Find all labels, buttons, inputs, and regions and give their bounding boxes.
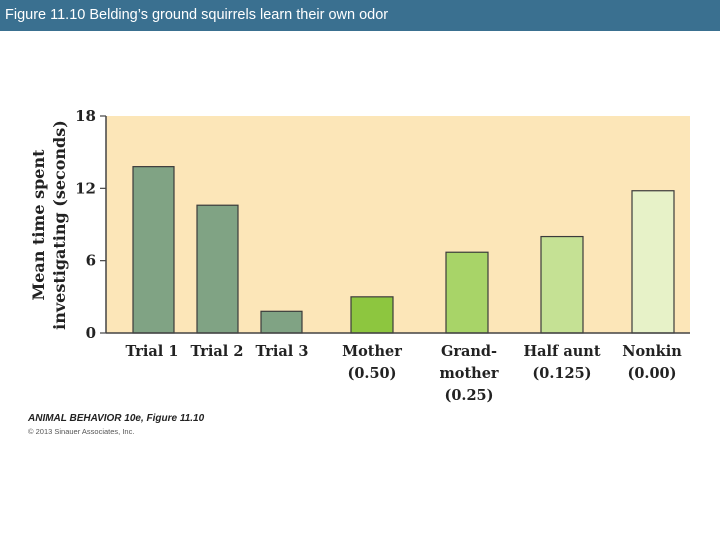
copyright-notice: © 2013 Sinauer Associates, Inc.	[28, 427, 135, 436]
category-label: Mother	[342, 343, 402, 360]
y-axis-ticks: 0 6 12 18	[75, 107, 106, 342]
bar	[260, 310, 303, 334]
y-axis-label-line: Mean time spent	[29, 149, 48, 301]
category-label: Trial 3	[256, 343, 309, 360]
slide-title: Figure 11.10 Belding’s ground squirrels …	[0, 0, 720, 31]
category-label: Grand-	[441, 343, 497, 360]
plot-background	[106, 116, 690, 333]
bar	[196, 204, 239, 334]
bar	[350, 296, 394, 334]
bar	[132, 166, 175, 334]
category-label: mother	[439, 365, 498, 382]
y-tick-label: 6	[86, 252, 96, 270]
category-labels: Trial 1 Trial 2 Trial 3 Mother (0.50) Grand-m…	[126, 343, 683, 404]
bars	[132, 166, 675, 334]
y-tick-label: 12	[75, 179, 96, 197]
y-tick-label: 18	[75, 107, 96, 125]
category-label: (0.125)	[532, 365, 591, 382]
category-label: Half aunt	[523, 343, 600, 360]
category-label: (0.00)	[627, 365, 676, 382]
category-label: (0.50)	[347, 365, 396, 382]
bar	[540, 235, 584, 334]
bar	[445, 251, 489, 334]
bar	[631, 190, 675, 334]
category-label: Trial 2	[191, 343, 244, 360]
figure-credit: ANIMAL BEHAVIOR 10e, Figure 11.10	[28, 413, 205, 424]
category-label: (0.25)	[444, 387, 493, 404]
y-axis-label: Mean time spent investigating (seconds)	[29, 120, 69, 330]
y-tick-label: 0	[86, 324, 96, 342]
category-label: Trial 1	[126, 343, 179, 360]
y-axis-label-line: investigating (seconds)	[50, 120, 69, 330]
category-label: Nonkin	[622, 343, 682, 360]
